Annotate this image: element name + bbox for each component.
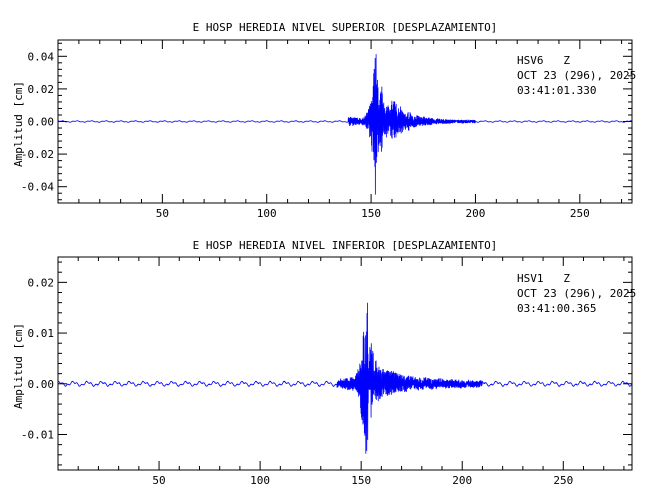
lower-panel-title: E HOSP HEREDIA NIVEL INFERIOR [DESPLAZAM… <box>193 239 498 252</box>
x-tick-label: 150 <box>361 207 381 220</box>
x-tick-label: 250 <box>570 207 590 220</box>
x-tick-label: 100 <box>257 207 277 220</box>
x-tick-label: 50 <box>152 474 165 487</box>
lower-station-annotation: HSV1 Z OCT 23 (296), 2025 03:41:00.365 <box>517 272 636 315</box>
x-tick-label: 250 <box>553 474 573 487</box>
y-tick-label: 0.02 <box>28 276 55 289</box>
upper-station-channel: HSV6 Z <box>517 54 570 67</box>
upper-event-time: 03:41:01.330 <box>517 84 596 97</box>
upper-station-annotation: HSV6 Z OCT 23 (296), 2025 03:41:01.330 <box>517 54 636 97</box>
y-tick-label: 0.00 <box>28 116 55 129</box>
y-tick-label: -0.01 <box>21 429 54 442</box>
x-tick-label: 150 <box>351 474 371 487</box>
lower-event-time: 03:41:00.365 <box>517 302 596 315</box>
waveform-trace <box>57 54 633 195</box>
y-tick-label: -0.04 <box>21 181 54 194</box>
x-tick-label: 100 <box>250 474 270 487</box>
upper-event-date: OCT 23 (296), 2025 <box>517 69 636 82</box>
x-tick-label: 200 <box>466 207 486 220</box>
y-tick-label: 0.01 <box>28 327 55 340</box>
lower-y-axis-label: Amplitud [cm] <box>12 323 25 409</box>
upper-y-axis-label: Amplitud [cm] <box>12 81 25 167</box>
lower-station-channel: HSV1 Z <box>517 272 570 285</box>
upper-level-panel: E HOSP HEREDIA NIVEL SUPERIOR [DESPLAZAM… <box>12 21 636 220</box>
y-tick-label: -0.02 <box>21 148 54 161</box>
waveform-trace <box>57 302 633 454</box>
lower-event-date: OCT 23 (296), 2025 <box>517 287 636 300</box>
x-tick-label: 200 <box>452 474 472 487</box>
y-tick-label: 0.02 <box>28 83 55 96</box>
upper-panel-title: E HOSP HEREDIA NIVEL SUPERIOR [DESPLAZAM… <box>193 21 498 34</box>
y-tick-label: 0.04 <box>28 50 55 63</box>
x-tick-label: 50 <box>156 207 169 220</box>
y-tick-label: 0.00 <box>28 378 55 391</box>
lower-level-panel: E HOSP HEREDIA NIVEL INFERIOR [DESPLAZAM… <box>12 239 636 487</box>
